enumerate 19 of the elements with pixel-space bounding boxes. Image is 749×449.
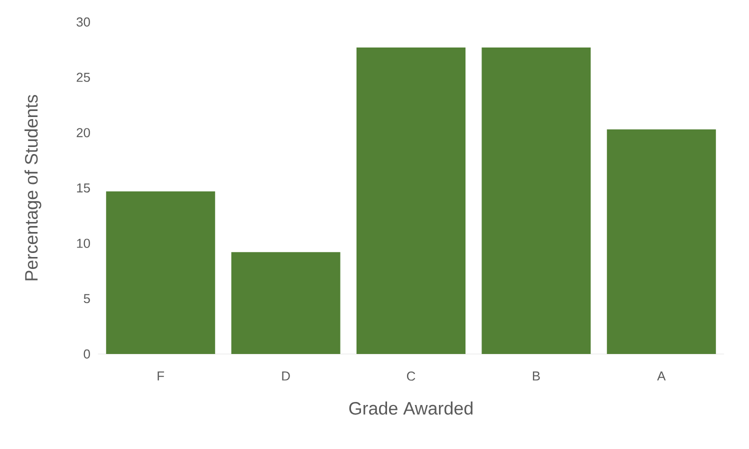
x-tick-label: B [532, 372, 540, 380]
bar [231, 252, 340, 354]
y-tick-label: 30 [76, 17, 90, 27]
y-tick-label: 0 [84, 349, 90, 359]
x-axis-title: Grade Awarded [349, 402, 472, 415]
bar [606, 129, 716, 354]
y-tick-label: 20 [76, 128, 90, 138]
x-tick-label: C [406, 372, 416, 381]
bar [106, 191, 216, 354]
x-tick-label: D [282, 372, 290, 380]
x-tick-label: A [657, 372, 666, 380]
bar [356, 47, 466, 354]
x-tick-label: F [158, 372, 164, 380]
y-tick-label: 15 [77, 183, 90, 193]
bar [482, 47, 591, 354]
y-axis-title: Percentage of Students [24, 94, 42, 280]
y-tick-label: 25 [76, 72, 90, 82]
y-tick-label: 5 [84, 294, 90, 304]
y-tick-label: 10 [77, 238, 90, 248]
